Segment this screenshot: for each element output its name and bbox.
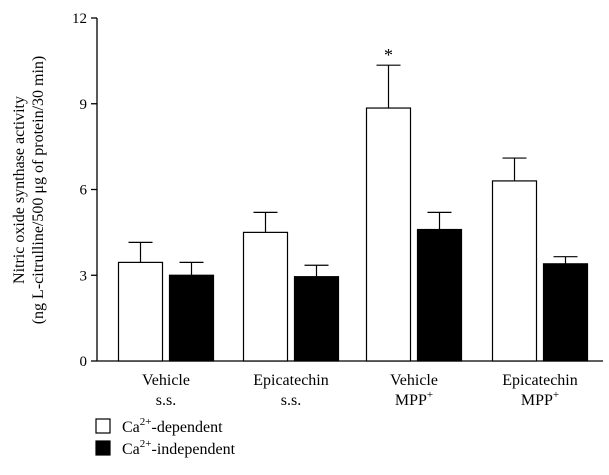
annotations: *: [384, 45, 393, 65]
x-tick-label-line1: Vehicle: [142, 372, 190, 389]
y-axis-label-line2: (ng L-citrulline/500 μg of protein/30 mi…: [30, 56, 47, 325]
error-bars: [128, 64, 578, 277]
x-tick-label-line2: s.s.: [156, 392, 176, 409]
y-axis: 0 3 6 9 12: [72, 11, 98, 370]
x-tick-label-line2: MPP+: [521, 389, 559, 409]
bar-dependent-2: [365, 107, 412, 362]
bar-independent-2: [416, 228, 463, 362]
bar-independent-1: [293, 276, 340, 362]
bar-dependent-0: [117, 261, 164, 362]
y-tick-label: 3: [80, 268, 88, 284]
legend-label-1: Ca2+-independent: [122, 438, 236, 458]
bar-dependent-1: [242, 231, 289, 362]
x-tick-label-line1: Epicatechin: [253, 372, 329, 389]
y-tick-label: 12: [72, 11, 87, 27]
y-tick-label: 6: [80, 183, 88, 199]
bar-independent-0: [168, 274, 215, 362]
legend-swatch-1: [95, 440, 111, 456]
legend-swatch-0: [95, 418, 111, 434]
y-tick-label: 0: [80, 354, 88, 370]
y-ticks: 0 3 6 9 12: [72, 11, 97, 370]
x-tick-label-line1: Vehicle: [390, 372, 438, 389]
significance-marker: *: [384, 45, 393, 65]
bars: [117, 107, 589, 362]
x-tick-label-line1: Epicatechin: [502, 372, 578, 389]
x-tick-label-line2: s.s.: [281, 392, 301, 409]
x-axis: Vehicles.s.Epicatechins.s.VehicleMPP+Epi…: [97, 360, 603, 409]
x-tick-labels: Vehicles.s.Epicatechins.s.VehicleMPP+Epi…: [142, 372, 578, 409]
y-axis-label-line1: Nitric oxide synthase activity: [11, 96, 28, 284]
y-axis-label: Nitric oxide synthase activity (ng L-cit…: [11, 56, 47, 325]
legend-label-0: Ca2+-dependent: [122, 416, 223, 436]
x-tick-label-line2: MPP+: [395, 389, 433, 409]
y-tick-label: 9: [80, 97, 88, 113]
bar-independent-3: [542, 263, 589, 362]
bar-dependent-3: [491, 180, 538, 362]
